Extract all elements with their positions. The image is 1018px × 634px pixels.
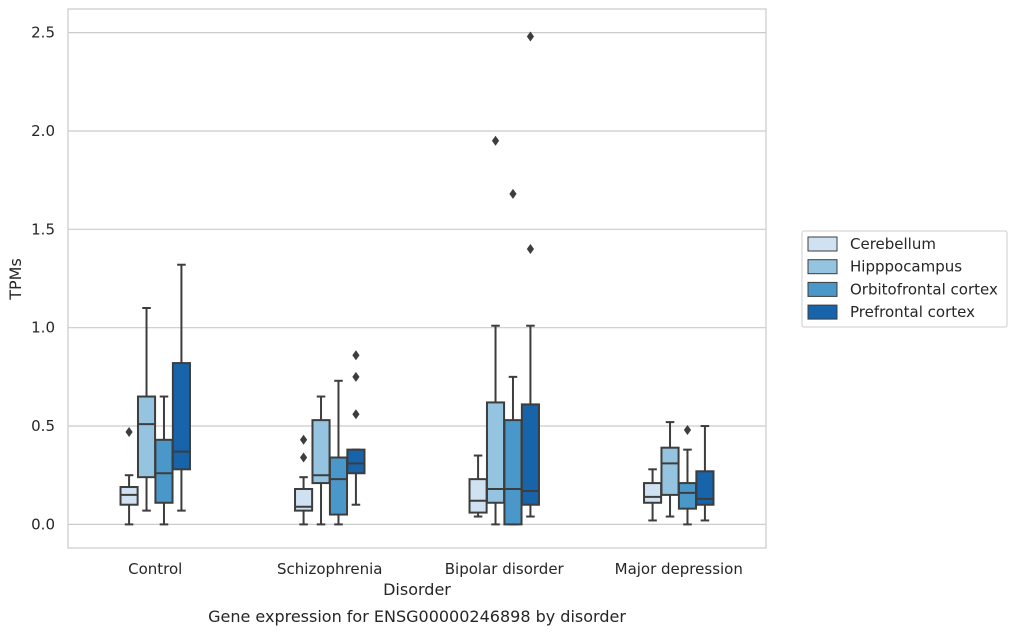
box-iqr [485, 401, 506, 504]
box-iqr [468, 478, 488, 514]
legend-label: Prefrontal cortex [850, 303, 975, 321]
box-iqr [520, 403, 540, 506]
x-tick-label: Control [128, 560, 182, 578]
box-1-2 [328, 379, 349, 526]
box-0-3 [171, 263, 191, 512]
box-iqr [171, 362, 191, 471]
outlier-point [509, 188, 517, 199]
x-tick-label: Schizophrenia [277, 560, 382, 578]
legend-swatch [807, 281, 838, 297]
box-iqr [346, 448, 366, 475]
box-0-0 [119, 426, 139, 526]
y-tick-labels: 0.0 0.5 1.0 1.5 2.0 2.5 [31, 24, 55, 534]
y-tick-label: 0.0 [31, 515, 55, 533]
box-iqr [311, 419, 331, 485]
outlier-point [352, 371, 360, 382]
legend-label: Orbitofrontal cortex [850, 280, 998, 298]
legend-swatch [807, 259, 838, 275]
box-2-1 [485, 135, 506, 526]
box-3-3 [695, 425, 715, 522]
y-axis-label: TPMs [6, 258, 25, 301]
legend-frame [801, 230, 1008, 328]
legend-label: Hipppocampus [850, 258, 962, 276]
outlier-point [299, 452, 308, 463]
outlier-point [491, 135, 500, 146]
outlier-point [299, 434, 308, 445]
box-iqr [154, 438, 174, 504]
box-1-3 [346, 350, 366, 506]
box-2-3 [520, 31, 540, 518]
outlier-point [683, 424, 692, 435]
y-tick-label: 0.5 [31, 417, 55, 435]
box-3-0 [643, 468, 663, 522]
box-2-2 [503, 188, 523, 526]
box-1-1 [311, 395, 331, 526]
outlier-point [352, 350, 360, 361]
box-3-1 [660, 421, 680, 518]
x-tick-labels: Control Schizophrenia Bipolar disorder Majo… [128, 560, 743, 578]
plot-frame [67, 8, 767, 549]
box-2-0 [468, 454, 488, 518]
box-iqr [643, 482, 663, 504]
legend-swatch [807, 304, 838, 320]
box-iqr [136, 395, 157, 479]
y-tick-label: 1.0 [31, 319, 55, 337]
box-0-2 [154, 395, 174, 526]
box-3-2 [677, 424, 698, 526]
box-iqr [660, 446, 680, 496]
legend-swatch [807, 236, 838, 252]
x-tick-label: Bipolar disorder [445, 560, 565, 578]
box-iqr [503, 419, 523, 526]
chart-caption: Gene expression for ENSG00000246898 by d… [208, 607, 626, 626]
y-tick-label: 1.5 [31, 220, 55, 238]
x-tick-label: Major depression [615, 560, 743, 578]
legend-label: Cerebellum [850, 235, 936, 253]
box-iqr [294, 487, 314, 512]
outlier-point [352, 409, 360, 420]
box-0-1 [136, 307, 157, 512]
legend: Cerebellum Hipppocampus Orbitofrontal cort… [801, 230, 1008, 328]
box-iqr [695, 470, 715, 506]
box-iqr [328, 456, 349, 516]
box-iqr [677, 482, 698, 510]
box-layer [119, 31, 715, 526]
outlier-point [526, 31, 535, 42]
box-1-0 [294, 434, 314, 526]
outlier-point [526, 243, 535, 254]
outlier-point [125, 426, 133, 437]
y-tick-label: 2.5 [31, 24, 55, 42]
y-tick-label: 2.0 [31, 122, 55, 140]
x-axis-label: Disorder [383, 580, 451, 599]
